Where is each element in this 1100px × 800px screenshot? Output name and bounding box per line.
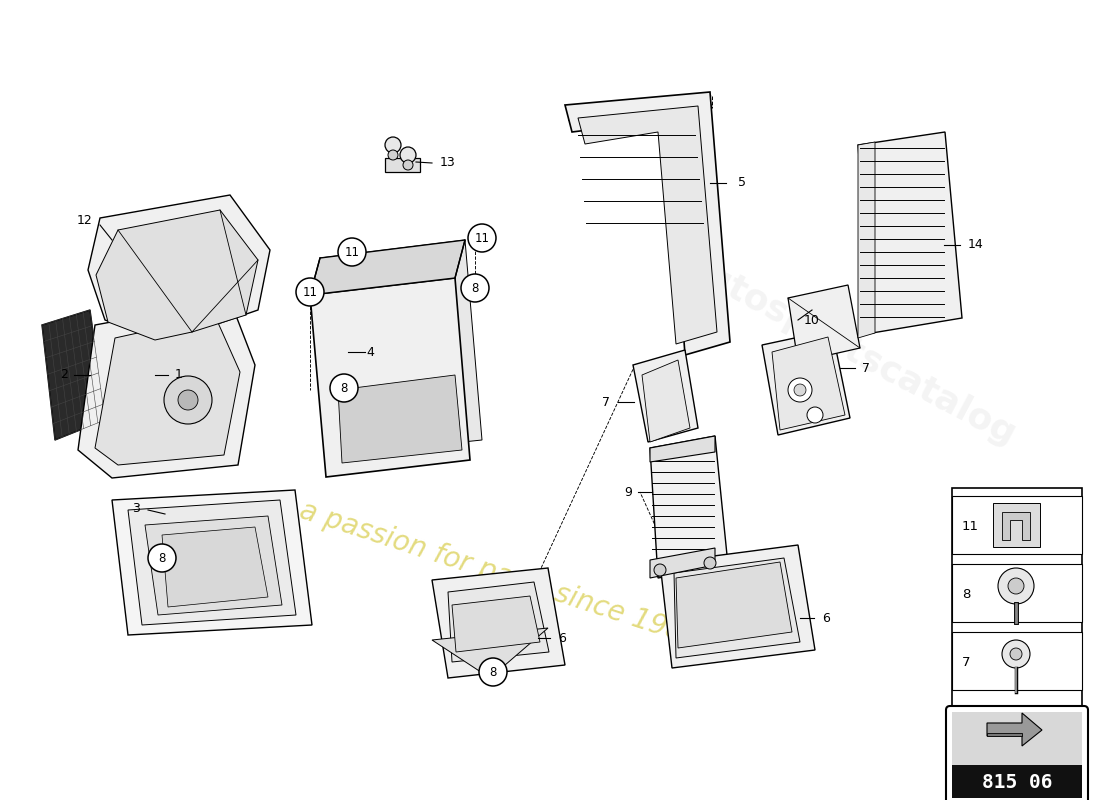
Circle shape — [794, 384, 806, 396]
Polygon shape — [632, 350, 698, 442]
Polygon shape — [78, 300, 255, 478]
Circle shape — [1002, 640, 1030, 668]
Polygon shape — [660, 545, 815, 668]
Circle shape — [388, 150, 398, 160]
Polygon shape — [128, 500, 296, 625]
Text: 13: 13 — [440, 155, 455, 169]
Circle shape — [296, 278, 324, 306]
Polygon shape — [320, 240, 482, 455]
Circle shape — [148, 544, 176, 572]
Polygon shape — [95, 316, 240, 465]
Polygon shape — [1002, 512, 1030, 540]
Text: 8: 8 — [962, 587, 970, 601]
FancyBboxPatch shape — [952, 765, 1082, 798]
FancyBboxPatch shape — [952, 632, 1082, 690]
Polygon shape — [650, 436, 715, 462]
Polygon shape — [448, 582, 549, 662]
Text: 12: 12 — [76, 214, 92, 226]
Text: 6: 6 — [822, 611, 829, 625]
FancyBboxPatch shape — [952, 488, 1082, 783]
FancyBboxPatch shape — [993, 503, 1040, 547]
Polygon shape — [772, 337, 845, 430]
Circle shape — [178, 390, 198, 410]
Text: 7: 7 — [962, 655, 970, 669]
Polygon shape — [578, 106, 717, 344]
Polygon shape — [650, 548, 715, 578]
Polygon shape — [762, 330, 850, 435]
Circle shape — [1008, 578, 1024, 594]
FancyBboxPatch shape — [946, 706, 1088, 800]
Polygon shape — [432, 568, 565, 678]
Text: 9: 9 — [624, 486, 632, 498]
Polygon shape — [432, 628, 548, 678]
Circle shape — [330, 374, 358, 402]
Polygon shape — [674, 558, 800, 658]
Text: 8: 8 — [471, 282, 478, 294]
Polygon shape — [452, 596, 540, 652]
Polygon shape — [310, 278, 470, 477]
Text: 3: 3 — [132, 502, 140, 514]
Circle shape — [998, 568, 1034, 604]
Polygon shape — [96, 210, 258, 340]
Polygon shape — [676, 562, 792, 648]
Polygon shape — [650, 436, 728, 578]
Polygon shape — [858, 142, 874, 338]
Text: 10: 10 — [804, 314, 820, 326]
Circle shape — [461, 274, 490, 302]
Text: autosportscatalog: autosportscatalog — [678, 248, 1022, 452]
Text: 2: 2 — [60, 369, 68, 382]
FancyBboxPatch shape — [952, 712, 1082, 765]
Polygon shape — [162, 527, 268, 607]
Circle shape — [1010, 648, 1022, 660]
Text: 8: 8 — [158, 551, 166, 565]
Circle shape — [164, 376, 212, 424]
Circle shape — [704, 557, 716, 569]
Circle shape — [807, 407, 823, 423]
Text: 7: 7 — [602, 395, 610, 409]
Polygon shape — [145, 516, 282, 615]
Polygon shape — [338, 375, 462, 463]
Polygon shape — [987, 733, 1022, 736]
Polygon shape — [42, 310, 104, 440]
Text: 14: 14 — [968, 238, 983, 251]
Text: 8: 8 — [490, 666, 497, 678]
Circle shape — [403, 160, 412, 170]
Text: 11: 11 — [962, 519, 979, 533]
Polygon shape — [310, 240, 465, 295]
Text: 7: 7 — [862, 362, 870, 374]
Polygon shape — [788, 285, 860, 362]
Circle shape — [338, 238, 366, 266]
FancyBboxPatch shape — [952, 564, 1082, 622]
Polygon shape — [858, 132, 962, 333]
Text: 5: 5 — [738, 177, 746, 190]
Polygon shape — [987, 713, 1042, 746]
Text: 8: 8 — [340, 382, 348, 394]
Circle shape — [385, 137, 402, 153]
Circle shape — [788, 378, 812, 402]
Polygon shape — [565, 92, 730, 355]
Text: 815 06: 815 06 — [981, 773, 1053, 792]
Text: 11: 11 — [344, 246, 360, 258]
Circle shape — [654, 564, 666, 576]
Circle shape — [468, 224, 496, 252]
FancyBboxPatch shape — [952, 496, 1082, 554]
Circle shape — [400, 147, 416, 163]
Polygon shape — [112, 490, 312, 635]
Polygon shape — [385, 158, 420, 172]
Text: 4: 4 — [366, 346, 374, 358]
Text: 1: 1 — [175, 369, 183, 382]
Text: 11: 11 — [474, 231, 490, 245]
Polygon shape — [642, 360, 690, 442]
Text: 11: 11 — [302, 286, 318, 298]
Text: a passion for parts since 1985: a passion for parts since 1985 — [296, 497, 704, 653]
Polygon shape — [88, 195, 270, 340]
Circle shape — [478, 658, 507, 686]
Text: 6: 6 — [558, 631, 565, 645]
